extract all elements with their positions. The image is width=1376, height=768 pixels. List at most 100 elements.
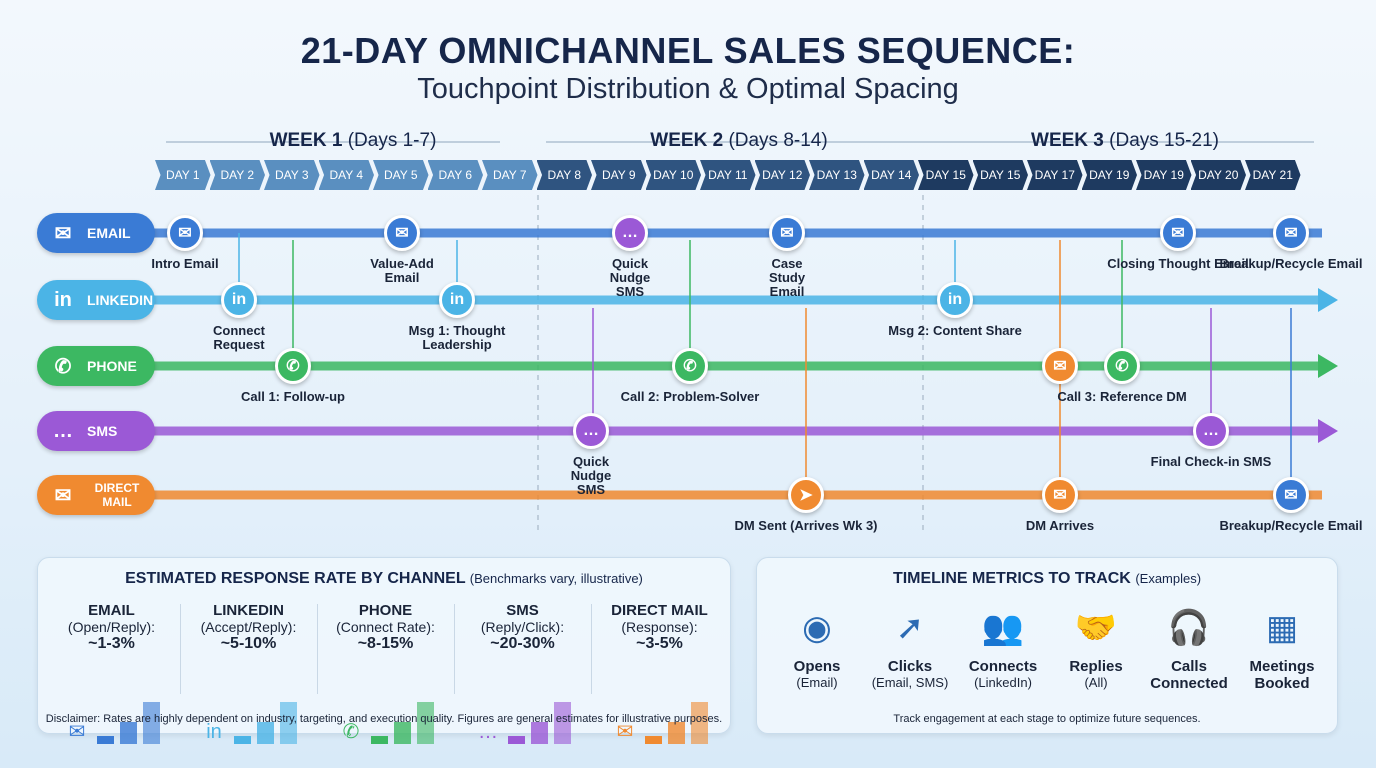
metric-name: Calls xyxy=(1171,658,1207,675)
day-cell: DAY 6 xyxy=(427,160,483,190)
phone-icon: ✆ xyxy=(1115,358,1129,375)
touchpoint-label: Call 1: Follow-up xyxy=(241,389,345,404)
touchpoint-label: Breakup/Recycle Email xyxy=(1219,256,1363,271)
day-cell: DAY 21 xyxy=(1245,160,1301,190)
eye-icon: ◉ xyxy=(802,609,832,647)
day-cell: DAY 8 xyxy=(536,160,592,190)
rate-metric: (Open/Reply): xyxy=(67,619,156,635)
rate-bar xyxy=(280,702,297,744)
divider xyxy=(180,604,181,694)
metrics-footer: Track engagement at each stage to optimi… xyxy=(893,713,1201,725)
linkedin-icon: in xyxy=(449,291,465,308)
week-label: WEEK 3 xyxy=(1031,130,1104,151)
metric-connects: 👥 Connects (LinkedIn) xyxy=(956,608,1050,690)
rate-value: ~3-5% xyxy=(636,635,683,652)
metric-name: Connects xyxy=(968,658,1038,675)
metric-meetings: ▦ Meetings Booked xyxy=(1235,608,1329,692)
touchpoint-node[interactable]: ✉ xyxy=(1273,477,1309,513)
envelope-icon: ✉ xyxy=(68,721,86,743)
rate-value: ~20-30% xyxy=(490,635,555,652)
touchpoint-label: Msg 1: Thought Leadership xyxy=(408,323,506,352)
linkedin-icon: in xyxy=(206,721,222,743)
linkedin-lane-arrow xyxy=(1318,288,1338,312)
metric-sub: Connected xyxy=(1150,675,1228,692)
touchpoint-label: Quick Nudge SMS xyxy=(570,454,612,497)
touchpoint-label: Msg 2: Content Share xyxy=(888,323,1022,338)
touchpoint-node[interactable]: … xyxy=(573,413,609,449)
metric-name: Replies xyxy=(1069,658,1123,675)
phone-lane-arrow xyxy=(1318,354,1338,378)
phone-icon: ✆ xyxy=(683,358,697,375)
metric-sub: (All) xyxy=(1084,675,1108,690)
users-icon: 👥 xyxy=(981,609,1025,647)
rate-phone: PHONE (Connect Rate): ~8-15% ✆ xyxy=(317,602,454,744)
open-envelope-icon: ✉ xyxy=(616,721,634,743)
touchpoint-node[interactable]: ✉ xyxy=(384,215,420,251)
channel-sms: … SMS xyxy=(37,411,155,451)
touchpoint-label: Case Study Email xyxy=(768,256,806,299)
divider xyxy=(454,604,455,694)
touchpoint-label: Closing Thought Email xyxy=(1107,256,1249,271)
day-cell: DAY 19 xyxy=(1136,160,1192,190)
day-cell: DAY 19 xyxy=(1081,160,1137,190)
envelope-icon: ✉ xyxy=(54,484,72,507)
touchpoint-node[interactable]: in xyxy=(221,282,257,318)
response-rate-title: ESTIMATED RESPONSE RATE BY CHANNEL (Benc… xyxy=(125,570,643,587)
day-cell: DAY 7 xyxy=(482,160,538,190)
day-cell: DAY 10 xyxy=(645,160,701,190)
touchpoint-node[interactable]: ➤ xyxy=(788,477,824,513)
touchpoint-label: Quick Nudge SMS xyxy=(609,256,651,299)
touchpoint-label: Intro Email xyxy=(151,256,219,271)
sms-lane-arrow xyxy=(1318,419,1338,443)
envelope-icon: ✉ xyxy=(1053,358,1067,375)
week-range: (Days 1-7) xyxy=(347,130,437,151)
cursor-click-icon: ➚ xyxy=(895,609,925,647)
channel-email: ✉ EMAIL xyxy=(37,213,155,253)
channel-label: LINKEDIN xyxy=(87,292,154,308)
rate-bars: ✉ xyxy=(63,702,160,744)
rate-channel: DIRECT MAIL xyxy=(611,602,708,619)
touchpoint-node[interactable]: ✉ xyxy=(1042,348,1078,384)
rate-metric: (Response): xyxy=(621,619,698,635)
metric-sub: (Email) xyxy=(796,675,838,690)
linkedin-icon: in xyxy=(54,288,72,311)
envelope-icon: ✉ xyxy=(395,225,409,242)
day-cell: DAY 11 xyxy=(700,160,756,190)
touchpoint-node[interactable]: … xyxy=(1193,413,1229,449)
rate-channel: PHONE xyxy=(358,602,413,619)
envelope-icon: ✉ xyxy=(1284,225,1298,242)
rate-bar xyxy=(371,736,388,744)
touchpoint-label: Breakup/Recycle Email xyxy=(1219,518,1363,533)
touchpoint-node[interactable]: ✉ xyxy=(1042,477,1078,513)
metric-sub: Booked xyxy=(1254,675,1310,692)
page-subtitle: Touchpoint Distribution & Optimal Spacin… xyxy=(417,73,959,105)
touchpoint-node[interactable]: ✉ xyxy=(1273,215,1309,251)
touchpoint-node[interactable]: in xyxy=(937,282,973,318)
touchpoint-label: Connect Request xyxy=(213,323,265,352)
touchpoint-node[interactable]: … xyxy=(612,215,648,251)
touchpoint-label: Value-Add Email xyxy=(370,256,434,285)
touchpoint-node[interactable]: in xyxy=(439,282,475,318)
channel-label: SMS xyxy=(87,423,118,439)
metric-name: Meetings xyxy=(1249,658,1315,675)
rate-channel: LINKEDIN xyxy=(213,602,284,619)
touchpoint-node[interactable]: ✆ xyxy=(1104,348,1140,384)
touchpoint-node[interactable]: ✉ xyxy=(167,215,203,251)
paper-plane-icon: ➤ xyxy=(799,487,813,504)
day-cell: DAY 20 xyxy=(1190,160,1246,190)
page-title: 21-DAY OMNICHANNEL SALES SEQUENCE: xyxy=(300,30,1076,71)
envelope-icon: ✉ xyxy=(178,225,192,242)
touchpoint-label: Call 3: Reference DM xyxy=(1057,389,1187,404)
channel-phone: ✆ PHONE xyxy=(37,346,155,386)
touchpoint-node[interactable]: ✆ xyxy=(275,348,311,384)
touchpoint-node[interactable]: ✉ xyxy=(769,215,805,251)
day-cell: DAY 1 xyxy=(155,160,211,190)
week-range: (Days 15-21) xyxy=(1109,130,1219,151)
touchpoint-node[interactable]: ✉ xyxy=(1160,215,1196,251)
rate-linkedin: LINKEDIN (Accept/Reply): ~5-10% in xyxy=(180,602,317,744)
rate-bar xyxy=(508,736,525,744)
divider xyxy=(317,604,318,694)
channel-linkedin: in LINKEDIN xyxy=(37,280,155,320)
touchpoint-node[interactable]: ✆ xyxy=(672,348,708,384)
day-cell: DAY 5 xyxy=(373,160,429,190)
